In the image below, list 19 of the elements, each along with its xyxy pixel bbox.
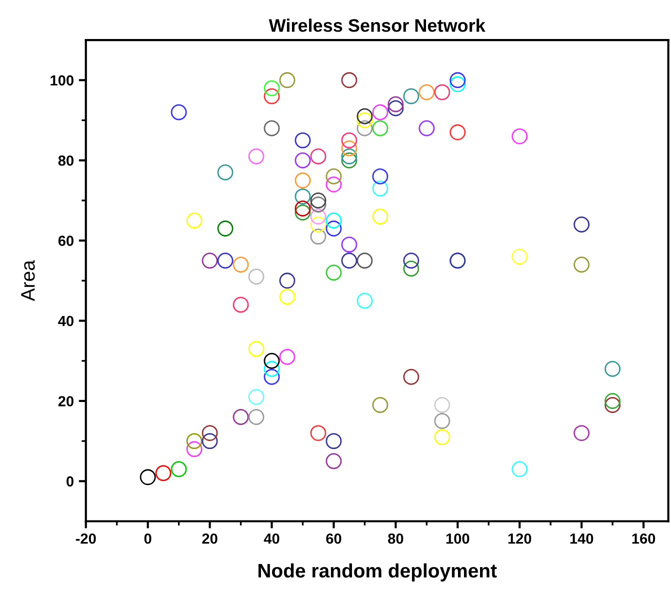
x-tick-label: 0 xyxy=(144,533,152,544)
y-tick-label: 80 xyxy=(58,155,74,166)
x-tick-label: 20 xyxy=(202,533,218,544)
x-tick-label: 60 xyxy=(326,533,342,544)
y-axis-title: Area xyxy=(21,260,35,302)
y-tick-label: 20 xyxy=(58,396,74,406)
x-tick-label: 100 xyxy=(446,533,470,544)
x-tick-label: 80 xyxy=(388,533,404,544)
y-tick-label: 60 xyxy=(58,236,74,246)
x-tick-label: -20 xyxy=(76,533,96,544)
x-tick-label: 120 xyxy=(508,533,532,544)
x-axis-title: Node random deployment xyxy=(258,563,497,582)
y-tick-label: 100 xyxy=(50,75,74,86)
x-tick-label: 140 xyxy=(570,533,594,544)
x-tick-label: 160 xyxy=(632,533,656,544)
x-tick-label: 40 xyxy=(264,533,280,544)
y-tick-label: 0 xyxy=(66,476,74,487)
y-tick-label: 40 xyxy=(58,316,74,326)
chart-title: Wireless Sensor Network xyxy=(268,18,486,32)
